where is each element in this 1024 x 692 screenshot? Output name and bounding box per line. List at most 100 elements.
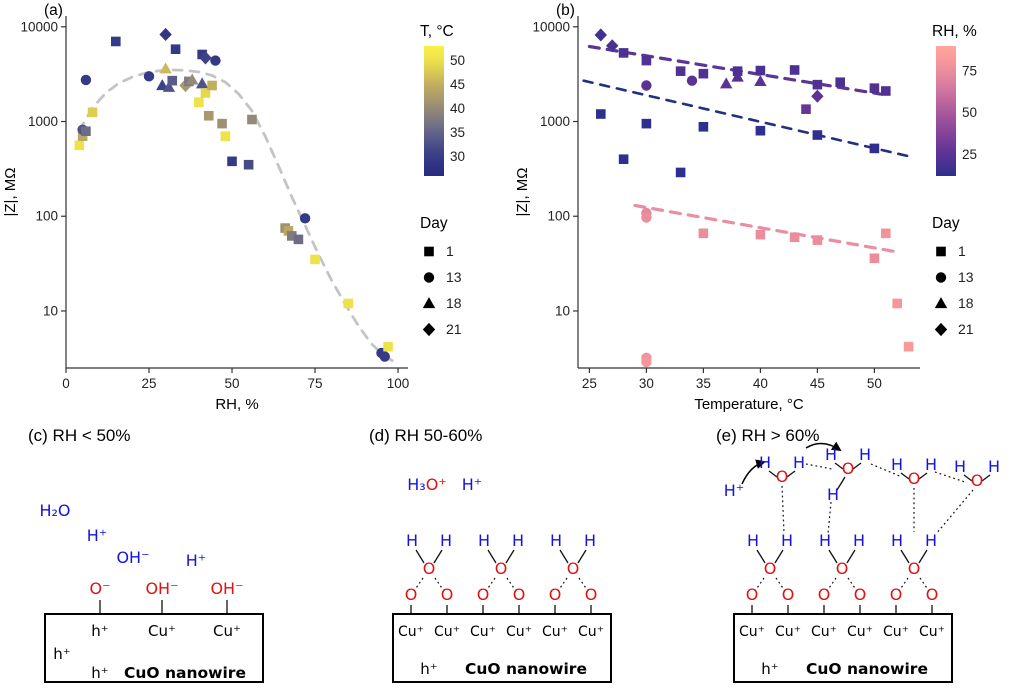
colorbar-a [424,46,444,176]
svg-text:H: H [819,531,831,550]
svg-text:50: 50 [450,53,465,68]
svg-text:OH⁻: OH⁻ [145,579,178,598]
svg-text:H⁺: H⁺ [462,475,482,494]
diagram-c-rh-below-50: (c) RH < 50% H₂O H⁺ OH⁻ H⁺ O⁻ OH⁻ OH⁻ h⁺ Cu⁺ Cu⁺ h… [0,424,341,686]
svg-text:Cu⁺: Cu⁺ [434,624,460,640]
svg-text:21: 21 [446,321,462,337]
nanowire-box-d [392,613,612,683]
svg-text:O: O [585,585,598,604]
svg-text:Cu⁺: Cu⁺ [148,622,176,640]
svg-text:H: H [827,485,839,504]
svg-text:O: O [441,585,454,604]
svg-text:H: H [478,531,490,550]
svg-text:H: H [512,531,524,550]
svg-text:Cu⁺: Cu⁺ [506,624,532,640]
svg-text:10000: 10000 [20,19,58,34]
svg-text:O: O [890,585,903,604]
diagrams-row: (c) RH < 50% H₂O H⁺ OH⁻ H⁺ O⁻ OH⁻ OH⁻ h⁺ Cu⁺ Cu⁺ h… [0,424,1024,690]
svg-text:OH⁻: OH⁻ [210,579,243,598]
chart-a-svg: (a) 0 25 50 75 100 10 100 1000 10000 RH, % |Z|, MΩ T… [2,2,465,413]
svg-text:40: 40 [753,376,768,391]
svg-text:O: O [971,471,984,490]
svg-text:Cu⁺: Cu⁺ [213,622,241,640]
svg-text:H: H [406,531,418,550]
svg-text:25: 25 [141,376,156,391]
svg-text:35: 35 [450,125,465,140]
svg-text:Cu⁺: Cu⁺ [775,624,801,640]
svg-text:100: 100 [387,376,410,391]
svg-text:H: H [988,457,1000,476]
svg-text:H₃O⁺: H₃O⁺ [407,475,447,494]
colorbar-b [936,46,956,176]
svg-text:CuO nanowire: CuO nanowire [124,664,246,682]
svg-text:O: O [549,585,562,604]
svg-text:Cu⁺: Cu⁺ [739,624,765,640]
svg-text:h⁺: h⁺ [53,645,70,663]
svg-text:Cu⁺: Cu⁺ [470,624,496,640]
svg-text:45: 45 [810,376,825,391]
svg-text:O: O [567,559,580,578]
svg-text:h⁺: h⁺ [91,622,108,640]
svg-text:H⁺: H⁺ [724,481,744,500]
svg-text:h⁺: h⁺ [420,660,437,678]
svg-text:H: H [954,457,966,476]
svg-text:Temperature, °C: Temperature, °C [694,396,804,413]
svg-text:H: H [440,531,452,550]
svg-text:O: O [836,559,849,578]
svg-text:1000: 1000 [540,114,570,129]
svg-text:18: 18 [446,295,462,311]
svg-text:O: O [495,559,508,578]
svg-text:O: O [764,559,777,578]
svg-text:H: H [550,531,562,550]
svg-text:25: 25 [962,147,977,162]
svg-text:Day: Day [420,215,448,232]
svg-text:10: 10 [43,303,58,318]
svg-text:Cu⁺: Cu⁺ [847,624,873,640]
svg-text:H⁺: H⁺ [87,526,107,545]
svg-text:O: O [746,585,759,604]
svg-text:O: O [423,559,436,578]
svg-text:O: O [926,585,939,604]
svg-text:RH, %: RH, % [932,23,977,40]
svg-text:H: H [781,531,793,550]
svg-text:10000: 10000 [532,19,570,34]
chart-b-svg: (b) 25 30 35 40 45 50 10 100 1000 10000 Temperature… [514,2,977,413]
svg-text:45: 45 [450,77,465,92]
svg-text:O⁻: O⁻ [89,579,110,598]
svg-text:13: 13 [958,269,974,285]
svg-text:CuO nanowire: CuO nanowire [806,660,928,678]
svg-text:30: 30 [639,376,654,391]
svg-text:|Z|, MΩ: |Z|, MΩ [2,168,19,217]
svg-text:H: H [925,531,937,550]
svg-text:H: H [853,531,865,550]
svg-text:O: O [477,585,490,604]
svg-text:Cu⁺: Cu⁺ [811,624,837,640]
svg-text:1: 1 [958,243,966,259]
svg-text:H: H [793,453,805,472]
diagram-e-rh-above-60: (e) RH > 60% H⁺ H H O H H O H H H O H H O H H O H H O H H O O O O… [682,424,1023,686]
svg-text:H: H [891,455,903,474]
svg-text:O: O [776,467,789,486]
diagram-e-title: (e) RH > 60% [716,426,820,445]
svg-text:21: 21 [958,321,974,337]
svg-text:CuO nanowire: CuO nanowire [465,660,587,678]
svg-text:Cu⁺: Cu⁺ [398,624,424,640]
svg-text:0: 0 [62,376,70,391]
panel-a-impedance-vs-rh-chart: (a) 0 25 50 75 100 10 100 1000 10000 RH, % |Z|, MΩ T… [0,0,512,420]
svg-text:H: H [747,531,759,550]
svg-text:Cu⁺: Cu⁺ [919,624,945,640]
svg-text:H: H [891,531,903,550]
charts-row: (a) 0 25 50 75 100 10 100 1000 10000 RH, % |Z|, MΩ T… [0,0,977,420]
svg-text:Cu⁺: Cu⁺ [578,624,604,640]
svg-text:O: O [842,459,855,478]
svg-text:H: H [859,445,871,464]
svg-text:O: O [513,585,526,604]
svg-text:Day: Day [932,215,960,232]
svg-text:50: 50 [225,376,240,391]
svg-text:O: O [908,469,921,488]
svg-text:30: 30 [450,149,465,164]
svg-text:H⁺: H⁺ [186,551,206,570]
